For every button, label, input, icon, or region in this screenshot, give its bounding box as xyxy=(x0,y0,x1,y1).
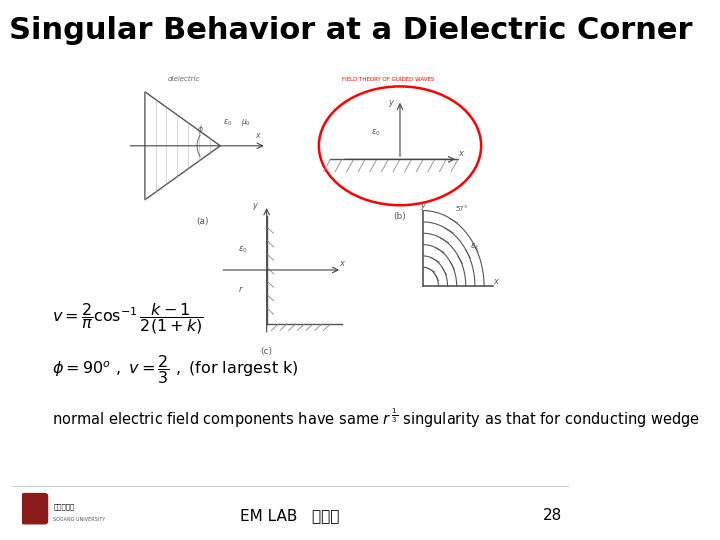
Text: EM LAB   이정한: EM LAB 이정한 xyxy=(240,508,340,523)
Text: $x$: $x$ xyxy=(458,148,465,158)
Text: $\epsilon_k$: $\epsilon_k$ xyxy=(469,241,480,252)
Text: normal electric field components have same $r^{\,\frac{1}{3}}$ singularity as th: normal electric field components have sa… xyxy=(52,407,701,430)
Text: $y$: $y$ xyxy=(388,98,396,109)
Text: dielectric: dielectric xyxy=(168,76,200,82)
FancyBboxPatch shape xyxy=(22,494,48,524)
Text: Singular Behavior at a Dielectric Corner: Singular Behavior at a Dielectric Corner xyxy=(9,16,692,45)
Text: FIELD THEORY OF GUIDED WAVES: FIELD THEORY OF GUIDED WAVES xyxy=(342,77,435,82)
Text: (a): (a) xyxy=(197,217,209,226)
Text: $\epsilon_0$: $\epsilon_0$ xyxy=(238,244,248,254)
Text: $\epsilon_0$: $\epsilon_0$ xyxy=(371,128,381,138)
Text: 28: 28 xyxy=(543,508,562,523)
Text: SOGANG UNIVERSITY: SOGANG UNIVERSITY xyxy=(53,517,106,522)
Text: $x$: $x$ xyxy=(255,131,262,140)
Text: $x$: $x$ xyxy=(339,259,346,268)
Text: $x$: $x$ xyxy=(492,276,500,286)
Text: $\mu_0$: $\mu_0$ xyxy=(240,117,251,128)
Text: $y$: $y$ xyxy=(252,201,259,212)
Text: $\phi = 90^o \ , \ v = \dfrac{2}{3}\ ,\ \mathrm{(for\ largest\ k)}$: $\phi = 90^o \ , \ v = \dfrac{2}{3}\ ,\ … xyxy=(52,353,299,387)
Text: $\epsilon_0$: $\epsilon_0$ xyxy=(223,117,233,127)
Text: $v = \dfrac{2}{\pi}\cos^{-1}\dfrac{k-1}{2(1+k)}$: $v = \dfrac{2}{\pi}\cos^{-1}\dfrac{k-1}{… xyxy=(52,301,204,336)
Text: $\phi$: $\phi$ xyxy=(197,123,204,136)
Text: 서강대학교: 서강대학교 xyxy=(53,503,75,510)
Text: $y$: $y$ xyxy=(420,201,428,212)
Text: (c): (c) xyxy=(261,347,273,356)
Text: $r$: $r$ xyxy=(238,284,243,294)
Text: (b): (b) xyxy=(394,212,406,221)
Text: $57°$: $57°$ xyxy=(455,202,468,213)
